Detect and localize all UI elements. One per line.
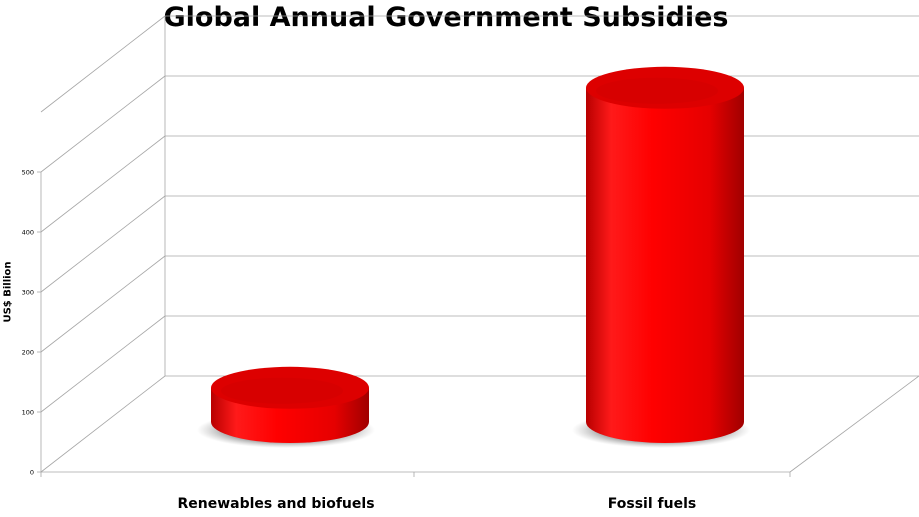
x-category-label: Fossil fuels xyxy=(608,496,696,512)
label-layer: Renewables and biofuels Fossil fuels xyxy=(177,496,696,512)
gridline-diagonal xyxy=(40,195,166,293)
gridline-diagonal xyxy=(40,15,166,113)
gridline-diagonal xyxy=(40,315,166,413)
grid-layer xyxy=(40,15,919,473)
floor-right-edge xyxy=(789,375,919,473)
axis-layer: 0 100 200 300 400 500 xyxy=(22,169,791,477)
bar-top-cap-shade xyxy=(221,377,343,404)
x-category-label: Renewables and biofuels xyxy=(177,496,374,512)
bar-layer xyxy=(197,66,750,448)
y-tick-label: 400 xyxy=(22,229,34,237)
gridline-diagonal xyxy=(40,375,166,473)
gridline-diagonal xyxy=(40,75,166,173)
gridline-diagonal xyxy=(40,135,166,233)
y-tick-label: 500 xyxy=(22,169,34,177)
gridline-diagonal xyxy=(40,255,166,353)
bar-top-cap xyxy=(211,366,369,409)
y-tick-label: 300 xyxy=(22,289,34,297)
y-tick-label: 0 xyxy=(30,469,34,477)
y-tick-label: 100 xyxy=(22,409,34,417)
chart-title: Global Annual Government Subsidies xyxy=(163,2,729,33)
bar-fossil-fuels xyxy=(586,87,744,444)
y-tick-label: 200 xyxy=(22,349,34,357)
bar-top-cap xyxy=(586,66,744,109)
bar-top-cap-shade xyxy=(596,77,718,104)
